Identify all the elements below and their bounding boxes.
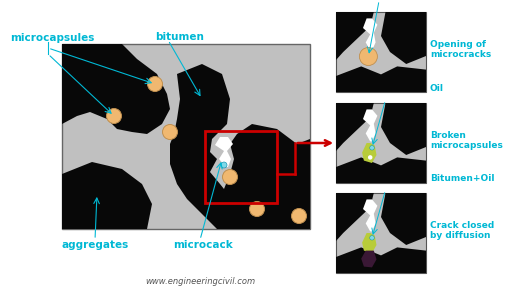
Polygon shape [362, 143, 376, 163]
Polygon shape [381, 103, 426, 155]
Polygon shape [363, 110, 378, 141]
Text: Oil: Oil [430, 84, 444, 93]
Bar [336, 12, 426, 92]
Polygon shape [336, 66, 426, 92]
Circle shape [223, 170, 238, 184]
Polygon shape [381, 193, 426, 245]
Text: www.engineeringcivil.com: www.engineeringcivil.com [145, 277, 255, 286]
Circle shape [370, 146, 374, 150]
Circle shape [162, 125, 177, 140]
Polygon shape [170, 64, 310, 229]
Circle shape [250, 201, 265, 216]
Polygon shape [363, 199, 378, 231]
Polygon shape [336, 247, 426, 273]
Polygon shape [336, 103, 374, 151]
Text: bitumen: bitumen [155, 32, 204, 42]
Circle shape [359, 47, 378, 66]
Polygon shape [381, 12, 426, 64]
Bar [205, 131, 277, 203]
Text: Broken
microcapsules: Broken microcapsules [430, 131, 503, 150]
Polygon shape [62, 162, 152, 229]
Circle shape [221, 162, 227, 168]
Polygon shape [336, 158, 426, 183]
Bar [336, 193, 426, 273]
Circle shape [148, 77, 162, 92]
Circle shape [107, 108, 122, 123]
Text: microcack: microcack [173, 240, 233, 250]
Bar [336, 103, 426, 183]
Polygon shape [336, 12, 374, 60]
Text: microcapsules: microcapsules [10, 33, 94, 43]
Circle shape [368, 155, 372, 160]
Bar [62, 44, 310, 229]
Text: Crack closed
by diffusion: Crack closed by diffusion [430, 221, 494, 240]
Polygon shape [62, 44, 170, 134]
Polygon shape [362, 233, 376, 253]
Circle shape [370, 236, 374, 240]
Text: Bitumen+Oil: Bitumen+Oil [430, 174, 495, 183]
Polygon shape [336, 193, 374, 241]
Circle shape [292, 208, 306, 223]
Polygon shape [361, 251, 376, 267]
Polygon shape [215, 137, 233, 167]
Text: aggregates: aggregates [62, 240, 129, 250]
Text: Opening of
microcracks: Opening of microcracks [430, 40, 491, 60]
Polygon shape [363, 18, 378, 50]
